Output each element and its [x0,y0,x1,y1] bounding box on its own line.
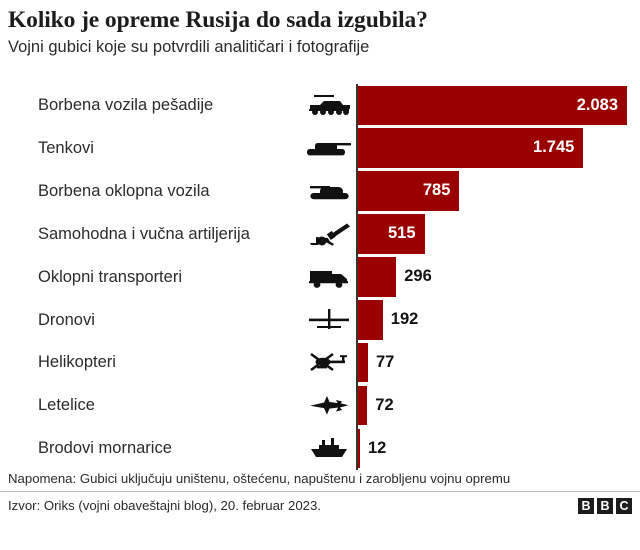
bar-row: Borbena oklopna vozila 785 [0,170,640,213]
bar-chart-plot: Borbena vozila pešadije 2.083 Tenkovi 1.745… [0,84,640,470]
bbc-logo-letter-1: B [578,497,594,514]
bar-container: 72 [358,385,394,426]
category-label: Borbena vozila pešadije [38,96,214,114]
bar-value-label: 515 [387,224,416,243]
bar-row: Samohodna i vučna artiljerija 515 [0,213,640,256]
bar-row: Brodovi mornarice 12 [0,427,640,470]
bar [358,300,383,340]
bar [358,128,584,168]
bar [358,428,360,469]
source-row: Izvor: Oriks (vojni obaveštajni blog), 2… [0,492,640,515]
bar [358,85,627,125]
chart-subtitle: Vojni gubici koje su potvrdili analitiča… [8,38,370,56]
bar-value-label: 12 [368,438,387,457]
bar-container: 192 [358,300,418,340]
bar [358,214,425,254]
footer-divider [0,490,640,492]
artillery-icon [304,213,352,256]
tank-icon [304,127,352,170]
bar-row: Dronovi 192 [0,299,640,342]
naval-ship-icon [304,427,352,470]
bar-container: 2.083 [358,85,627,125]
armored-fighting-vehicle-icon [304,170,352,213]
bar-container: 785 [358,171,460,211]
bar-value-label: 72 [375,395,394,414]
category-label: Helikopteri [38,353,116,372]
bar [358,342,368,383]
bar [358,385,368,426]
aircraft-icon [304,384,352,427]
bar-value-label: 192 [390,310,419,328]
category-label: Letelice [38,396,95,415]
y-axis-line [356,84,358,470]
bar-container: 515 [358,214,425,254]
bar-row: Tenkovi 1.745 [0,127,640,170]
source-text: Izvor: Oriks (vojni obaveštajni blog), 2… [8,497,321,513]
category-label: Samohodna i vučna artiljerija [38,224,250,243]
bar-row: Borbena vozila pešadije 2.083 [0,84,640,127]
bar-container: 1.745 [358,128,584,168]
bar-value-label: 1.745 [533,138,575,157]
category-label: Oklopni transporteri [38,267,182,286]
ifv-icon [304,84,352,127]
bar-container: 77 [358,342,394,383]
chart-header: Koliko je opreme Rusija do sada izgubila… [0,0,640,58]
drone-icon [304,299,352,342]
bbc-logo-letter-2: B [597,497,613,514]
bar-row: Oklopni transporteri 296 [0,256,640,299]
bar-row: Letelice 72 [0,384,640,427]
bar-value-label: 77 [375,352,395,371]
bar [358,257,397,297]
helicopter-icon [304,341,352,384]
bar-value-label: 296 [404,267,432,286]
category-label: Borbena oklopna vozila [38,181,210,200]
bar-container: 296 [358,257,432,297]
category-label: Tenkovi [38,138,94,157]
bar-value-label: 2.083 [576,95,618,114]
bar [358,171,460,211]
category-label: Dronovi [38,310,95,329]
bbc-logo: B B C [578,497,632,514]
bar-container: 12 [358,428,386,469]
chart-footer: Napomena: Gubici uključuju uništenu, ošt… [0,470,640,515]
bar-value-label: 785 [422,181,451,200]
category-label: Brodovi mornarice [38,439,172,458]
page-title: Koliko je opreme Rusija do sada izgubila… [8,7,428,33]
armored-personnel-carrier-icon [304,256,352,299]
chart-note: Napomena: Gubici uključuju uništenu, ošt… [8,471,511,486]
bar-row: Helikopteri 77 [0,341,640,384]
bbc-logo-letter-3: C [616,497,632,514]
